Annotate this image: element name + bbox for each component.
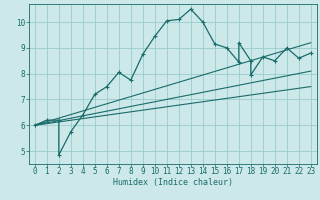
X-axis label: Humidex (Indice chaleur): Humidex (Indice chaleur) bbox=[113, 178, 233, 187]
